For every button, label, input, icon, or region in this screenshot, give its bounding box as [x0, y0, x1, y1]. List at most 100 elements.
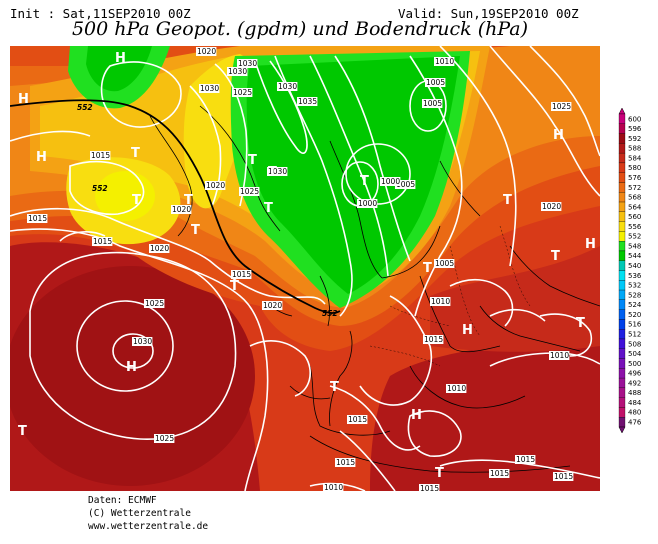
- isobar-label-bg: [297, 97, 318, 106]
- legend-swatch: [618, 338, 626, 349]
- isobar-label: 1000: [381, 177, 400, 186]
- isobar-label-bg: [199, 84, 220, 93]
- isobar-label-bg: [205, 181, 226, 190]
- isobar-label-bg: [267, 167, 288, 176]
- isobar-label-bg: [323, 483, 344, 491]
- isobar-label: 1030: [268, 167, 287, 176]
- isobar-label-bg: [423, 335, 444, 344]
- isobar-label: 1000: [358, 199, 377, 208]
- legend-level-label: 528: [628, 291, 641, 299]
- isobar-label: 1035: [298, 97, 317, 106]
- legend-swatch: [618, 221, 626, 232]
- isobar-label-bg: [227, 67, 248, 76]
- legend-swatch: [618, 241, 626, 252]
- legend-swatch: [618, 329, 626, 340]
- isobar-label: 1005: [426, 78, 445, 87]
- low-pressure-symbol: T: [423, 261, 432, 276]
- legend-swatch: [618, 201, 626, 212]
- copyright-credit: (C) Wetterzentrale: [88, 508, 191, 519]
- legend-swatch: [618, 162, 626, 173]
- isobar-label-bg: [357, 199, 378, 208]
- isobar-label-bg: [92, 237, 113, 246]
- legend-swatch: [618, 192, 626, 203]
- low-pressure-symbol: T: [268, 165, 277, 180]
- isobar-label: 1015: [516, 455, 535, 464]
- valid-time-label: Valid: Sun,19SEP2010 00Z: [398, 6, 579, 21]
- low-pressure-symbol: T: [264, 201, 273, 216]
- legend-level-label: 572: [628, 184, 641, 192]
- legend-swatch: [618, 113, 626, 124]
- legend-swatch: [618, 133, 626, 144]
- legend-level-label: 552: [628, 233, 641, 241]
- isobar-label-bg: [232, 88, 253, 97]
- isobar-label: 1030: [228, 67, 247, 76]
- isobar-label: 1005: [435, 259, 454, 268]
- legend-swatch: [618, 123, 626, 134]
- legend-swatch: [618, 309, 626, 320]
- isobar-label: 1030: [200, 84, 219, 93]
- isobar-label: 1030: [133, 337, 152, 346]
- high-pressure-symbol: H: [411, 408, 422, 423]
- legend-swatch: [618, 250, 626, 261]
- legend-level-label: 568: [628, 194, 641, 202]
- isobar-label-bg: [335, 458, 356, 467]
- legend-swatch: [618, 377, 626, 389]
- low-pressure-symbol: T: [248, 153, 257, 168]
- weather-map: 1030 1030 1030 1025 1030 1035 1030 1025 1020 1015…: [10, 46, 600, 491]
- low-pressure-symbol: T: [230, 279, 239, 294]
- isobar-label-bg: [489, 469, 510, 478]
- isobar-label: 1015: [28, 214, 47, 223]
- legend-swatch: [618, 407, 626, 418]
- low-pressure-symbol: T: [576, 316, 585, 331]
- legend-level-label: 500: [628, 360, 641, 368]
- legend-level-label: 480: [628, 409, 641, 417]
- low-pressure-symbol: T: [184, 193, 193, 208]
- isobar-label-bg: [144, 299, 165, 308]
- isobar-label-bg: [239, 187, 260, 196]
- isobar-label: 1015: [554, 472, 573, 481]
- isobar-label-bg: [171, 205, 192, 214]
- isobar-label: 1020: [263, 301, 282, 310]
- legend-level-label: 524: [628, 301, 642, 309]
- isobar-label: 1020: [150, 244, 169, 253]
- isobar-label-bg: [395, 180, 416, 189]
- legend-level-label: 548: [628, 242, 641, 250]
- legend-level-label: 532: [628, 282, 641, 290]
- geopotential-label: 552: [92, 184, 108, 193]
- isobar-label-bg: [434, 259, 455, 268]
- isobar-label-bg: [446, 384, 467, 393]
- legend-level-label: 512: [628, 330, 641, 338]
- isobar-label-bg: [149, 244, 170, 253]
- legend-level-label: 520: [628, 311, 641, 319]
- legend-level-label: 600: [628, 115, 641, 123]
- isobar-label: 1015: [490, 469, 509, 478]
- data-source-credit: Daten: ECMWF: [88, 495, 157, 506]
- isobar-label-bg: [132, 337, 153, 346]
- isobar-label: 1015: [336, 458, 355, 467]
- legend-bottom-arrow: [618, 426, 626, 433]
- legend-swatch: [618, 299, 626, 310]
- high-pressure-symbol: H: [553, 128, 564, 143]
- isobar-label-bg: [422, 99, 443, 108]
- legend-swatch: [618, 260, 626, 271]
- legend-level-label: 544: [628, 252, 642, 260]
- legend-swatch: [618, 280, 626, 291]
- isobar-label: 1020: [197, 47, 216, 56]
- low-pressure-symbol: T: [18, 424, 27, 439]
- legend-level-label: 588: [628, 145, 641, 153]
- isobar-label-bg: [90, 151, 111, 160]
- isobar-label: 1025: [233, 88, 252, 97]
- legend-swatch: [618, 368, 626, 379]
- low-pressure-symbol: T: [330, 380, 339, 395]
- isobar-label: 1020: [542, 202, 561, 211]
- low-pressure-symbol: T: [551, 249, 560, 264]
- legend-swatch: [618, 289, 626, 300]
- low-pressure-symbol: T: [360, 174, 369, 189]
- map-title: 500 hPa Geopot. (gpdm) und Bodendruck (h…: [71, 18, 529, 40]
- isobar-label-bg: [231, 270, 252, 279]
- isobar-label-bg: [430, 297, 451, 306]
- isobar-label: 1010: [435, 57, 454, 66]
- isobar-label: 1015: [348, 415, 367, 424]
- website-credit: www.wetterzentrale.de: [88, 521, 209, 532]
- isobar-label: 1025: [240, 187, 259, 196]
